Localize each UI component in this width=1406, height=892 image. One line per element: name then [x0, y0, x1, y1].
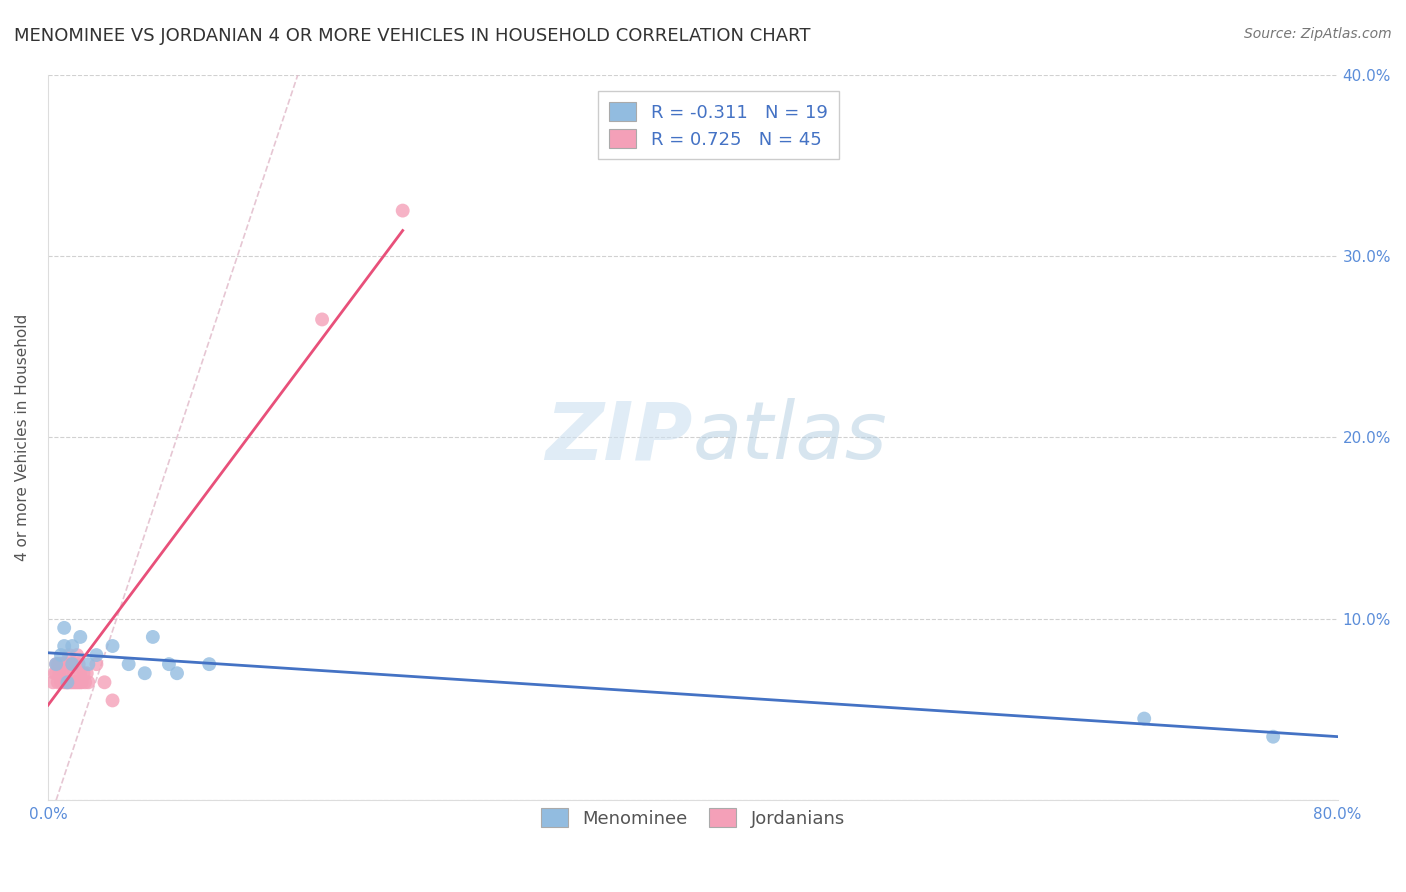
Point [53, 639, 76, 653]
Point [93, 675, 115, 690]
Point [60, 657, 83, 672]
Point [55, 675, 77, 690]
Point [63, 675, 86, 690]
Point [60, 657, 83, 672]
Point [72, 666, 94, 681]
Point [48, 666, 70, 681]
Point [118, 657, 141, 672]
Point [56, 657, 79, 672]
Y-axis label: 4 or more Vehicles in Household: 4 or more Vehicles in Household [15, 314, 30, 561]
Legend: Menominee, Jordanians: Menominee, Jordanians [533, 801, 852, 835]
Point [46, 675, 69, 690]
Point [101, 693, 124, 707]
Point [166, 666, 188, 681]
Point [58, 648, 80, 662]
Point [69, 675, 91, 690]
Point [60, 675, 83, 690]
Point [45, 657, 67, 672]
Point [67, 675, 90, 690]
Text: ZIP: ZIP [546, 399, 693, 476]
Point [53, 666, 76, 681]
Point [391, 203, 413, 218]
Point [77, 657, 100, 672]
Point [75, 675, 97, 690]
Point [66, 648, 89, 662]
Point [58, 675, 80, 690]
Text: Source: ZipAtlas.com: Source: ZipAtlas.com [1244, 27, 1392, 41]
Point [48, 657, 70, 672]
Point [69, 666, 91, 681]
Point [45, 666, 67, 681]
Point [45, 657, 67, 672]
Point [142, 630, 165, 644]
Point [55, 657, 77, 672]
Text: atlas: atlas [693, 399, 887, 476]
Point [49, 657, 72, 672]
Point [69, 630, 91, 644]
Point [63, 666, 86, 681]
Point [53, 657, 76, 672]
Point [1133, 712, 1156, 726]
Point [66, 675, 89, 690]
Point [51, 666, 73, 681]
Point [157, 657, 180, 672]
Point [60, 639, 83, 653]
Point [42, 675, 65, 690]
Point [56, 675, 79, 690]
Point [101, 639, 124, 653]
Point [44, 666, 66, 681]
Point [59, 657, 82, 672]
Point [198, 657, 221, 672]
Point [1263, 730, 1285, 744]
Text: MENOMINEE VS JORDANIAN 4 OR MORE VEHICLES IN HOUSEHOLD CORRELATION CHART: MENOMINEE VS JORDANIAN 4 OR MORE VEHICLE… [14, 27, 811, 45]
Point [67, 657, 90, 672]
Point [76, 666, 98, 681]
Point [53, 621, 76, 635]
Point [59, 675, 82, 690]
Point [70, 675, 93, 690]
Point [86, 648, 108, 662]
Point [53, 675, 76, 690]
Point [65, 675, 87, 690]
Point [49, 675, 72, 690]
Point [51, 657, 73, 672]
Point [77, 675, 100, 690]
Point [49, 648, 72, 662]
Point [86, 657, 108, 672]
Point [56, 675, 79, 690]
Point [311, 312, 333, 326]
Point [134, 666, 156, 681]
Point [46, 657, 69, 672]
Point [65, 657, 87, 672]
